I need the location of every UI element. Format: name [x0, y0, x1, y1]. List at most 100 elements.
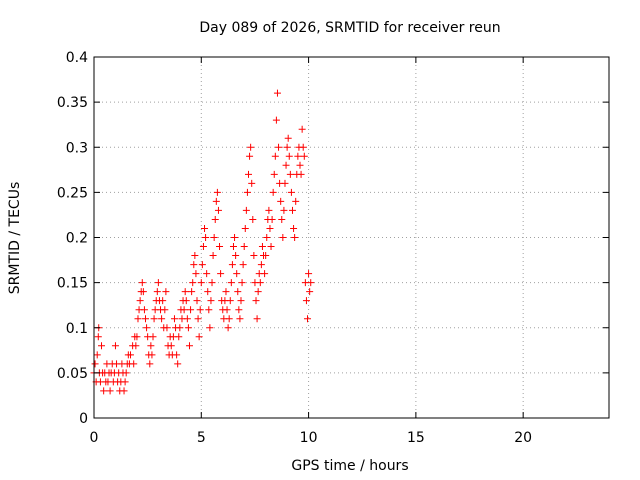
- data-point: [282, 161, 290, 169]
- data-point: [187, 306, 195, 314]
- grid: [94, 57, 609, 418]
- y-tick-label: 0.05: [57, 366, 88, 382]
- data-point: [261, 270, 269, 278]
- data-point: [280, 206, 288, 214]
- x-tick-label: 5: [197, 430, 206, 446]
- data-point: [287, 188, 295, 196]
- data-point: [190, 261, 198, 269]
- data-point: [205, 306, 213, 314]
- data-point: [254, 288, 262, 296]
- data-point: [98, 342, 106, 350]
- data-point: [202, 234, 210, 241]
- data-point: [283, 143, 291, 151]
- data-point: [258, 243, 266, 251]
- data-point: [163, 324, 171, 332]
- data-point: [305, 270, 313, 278]
- data-point: [277, 197, 285, 205]
- data-point: [185, 342, 193, 350]
- data-point: [162, 288, 170, 296]
- data-point: [122, 369, 130, 377]
- data-point: [100, 387, 108, 395]
- data-point: [249, 215, 257, 223]
- data-point: [175, 333, 183, 341]
- data-point: [265, 206, 273, 214]
- data-point: [184, 324, 192, 332]
- data-point: [147, 342, 155, 350]
- data-point: [217, 270, 225, 278]
- y-tick-label: 0.15: [57, 276, 88, 292]
- data-point: [106, 387, 114, 395]
- data-point: [154, 279, 162, 287]
- data-point: [284, 134, 292, 142]
- data-point: [143, 324, 151, 332]
- data-point: [93, 351, 101, 359]
- data-point: [273, 89, 281, 97]
- data-point: [304, 315, 312, 323]
- data-point: [248, 179, 256, 187]
- data-point: [290, 224, 298, 232]
- data-point: [203, 270, 211, 278]
- data-point: [237, 297, 245, 305]
- data-point: [298, 125, 306, 133]
- data-point: [195, 333, 203, 341]
- data-point: [235, 306, 243, 314]
- data-point: [292, 197, 300, 205]
- data-point: [199, 243, 207, 251]
- data-point: [232, 252, 240, 260]
- y-tick-label: 0.35: [57, 95, 88, 111]
- data-point: [201, 224, 209, 232]
- data-point: [253, 315, 261, 323]
- data-point: [198, 261, 206, 269]
- x-tick-label: 10: [300, 430, 318, 446]
- data-point: [228, 261, 236, 269]
- data-point: [173, 351, 181, 359]
- data-point: [212, 197, 220, 205]
- data-point: [167, 342, 175, 350]
- data-point: [213, 188, 221, 196]
- data-point: [170, 315, 178, 323]
- data-point: [236, 315, 244, 323]
- data-point: [240, 243, 248, 251]
- data-point: [294, 152, 302, 160]
- data-point: [146, 360, 154, 368]
- data-point: [138, 279, 146, 287]
- data-point: [120, 387, 128, 395]
- data-point: [286, 170, 294, 178]
- data-point: [225, 315, 233, 323]
- data-point: [150, 315, 158, 323]
- y-tick-label: 0.2: [66, 231, 88, 247]
- data-point: [243, 188, 251, 196]
- data-point: [279, 234, 287, 241]
- data-point: [252, 297, 260, 305]
- data-point: [193, 297, 201, 305]
- data-point: [245, 170, 252, 178]
- x-tick-label: 0: [90, 430, 99, 446]
- data-point: [210, 234, 218, 241]
- data-point: [197, 279, 205, 287]
- data-point: [296, 161, 304, 169]
- data-point: [194, 315, 202, 323]
- data-point: [239, 261, 247, 269]
- axis-ticks: [93, 56, 609, 419]
- y-tick-label: 0: [79, 411, 88, 427]
- data-point: [288, 206, 296, 214]
- x-tick-label: 15: [407, 430, 425, 446]
- y-tick-label: 0.4: [66, 50, 88, 66]
- data-point: [192, 270, 200, 278]
- data-point: [149, 333, 157, 341]
- data-point: [153, 288, 161, 296]
- data-point: [226, 297, 234, 305]
- data-point: [281, 179, 289, 187]
- data-point: [176, 324, 184, 332]
- data-point: [196, 306, 204, 314]
- data-point: [158, 315, 166, 323]
- data-point: [263, 234, 271, 241]
- data-point: [211, 215, 219, 223]
- data-point: [223, 306, 231, 314]
- data-point: [270, 170, 278, 178]
- data-point: [159, 297, 167, 305]
- data-point: [300, 152, 308, 160]
- x-axis-label: GPS time / hours: [291, 458, 408, 474]
- data-point: [133, 333, 141, 341]
